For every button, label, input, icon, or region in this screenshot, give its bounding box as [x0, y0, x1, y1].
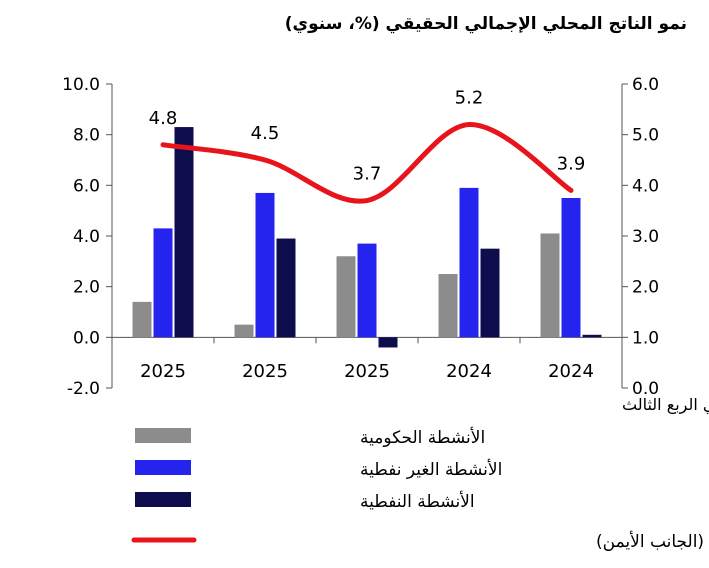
left-tick-label: 2.0 — [73, 278, 100, 298]
data-label: 3.7 — [353, 164, 382, 185]
data-label: 4.8 — [149, 108, 178, 129]
right-y-axis: 0.0 1.0 2.0 3.0 4.0 5.0 6.0 — [621, 75, 659, 399]
category-label: 2025 — [242, 361, 288, 382]
bar — [132, 301, 152, 338]
left-y-axis: -2.0 0.0 2.0 4.0 6.0 8.0 10.0 — [62, 75, 622, 399]
legend-label: الأنشطة النفطية — [360, 491, 475, 512]
bar — [153, 228, 173, 338]
bar — [480, 248, 500, 338]
bar — [174, 127, 194, 338]
bar — [582, 334, 602, 338]
line-series: 3.9 5.2 3.7 4.5 4.8 — [149, 88, 586, 204]
left-tick-label: 4.0 — [73, 227, 100, 247]
bar — [234, 324, 254, 338]
bar — [459, 187, 479, 338]
legend-swatch — [135, 460, 191, 475]
bar — [438, 274, 458, 338]
chart-title: نمو الناتج المحلي الإجمالي الحقيقي (%، س… — [284, 14, 687, 34]
bar — [336, 256, 356, 338]
data-label: 5.2 — [455, 88, 484, 109]
right-tick-label: 2.0 — [632, 278, 659, 298]
legend-label: الناتج المحلي الإجمالي الحقيقي (الجانب ا… — [596, 531, 709, 552]
data-label: 4.5 — [251, 123, 280, 144]
bar — [255, 192, 275, 338]
quarter-labels: الربع الثالث الربع الرابع الربع الأول ال… — [622, 394, 709, 415]
right-tick-label: 6.0 — [632, 75, 659, 95]
right-tick-label: 3.0 — [632, 227, 659, 247]
bar — [561, 198, 581, 338]
legend-label: الأنشطة الغير نفطية — [360, 459, 502, 480]
x-axis-categories: 2024 2024 2025 2025 2025 — [140, 337, 594, 382]
left-tick-label: 10.0 — [62, 75, 100, 95]
left-tick-label: -2.0 — [67, 379, 100, 399]
right-tick-label: 1.0 — [632, 328, 659, 348]
bar — [378, 337, 398, 348]
legend-swatch — [135, 428, 191, 443]
category-label: 2024 — [446, 361, 492, 382]
bar-series — [132, 127, 602, 348]
right-tick-label: 4.0 — [632, 176, 659, 196]
legend-swatch — [135, 492, 191, 507]
data-label: 3.9 — [557, 153, 586, 174]
legend-label: الأنشطة الحكومية — [360, 427, 485, 448]
category-label: 2024 — [548, 361, 594, 382]
left-tick-label: 8.0 — [73, 126, 100, 146]
legend: الأنشطة الحكومية الأنشطة الغير نفطية الأنش… — [131, 427, 709, 552]
right-tick-label: 0.0 — [632, 379, 659, 399]
category-label: 2025 — [344, 361, 390, 382]
left-tick-label: 0.0 — [73, 328, 100, 348]
bar — [357, 243, 377, 338]
right-tick-label: 5.0 — [632, 126, 659, 146]
category-label: 2025 — [140, 361, 186, 382]
bar — [276, 238, 296, 338]
gdp-line — [160, 122, 574, 204]
left-tick-label: 6.0 — [73, 176, 100, 196]
bar — [540, 233, 560, 338]
